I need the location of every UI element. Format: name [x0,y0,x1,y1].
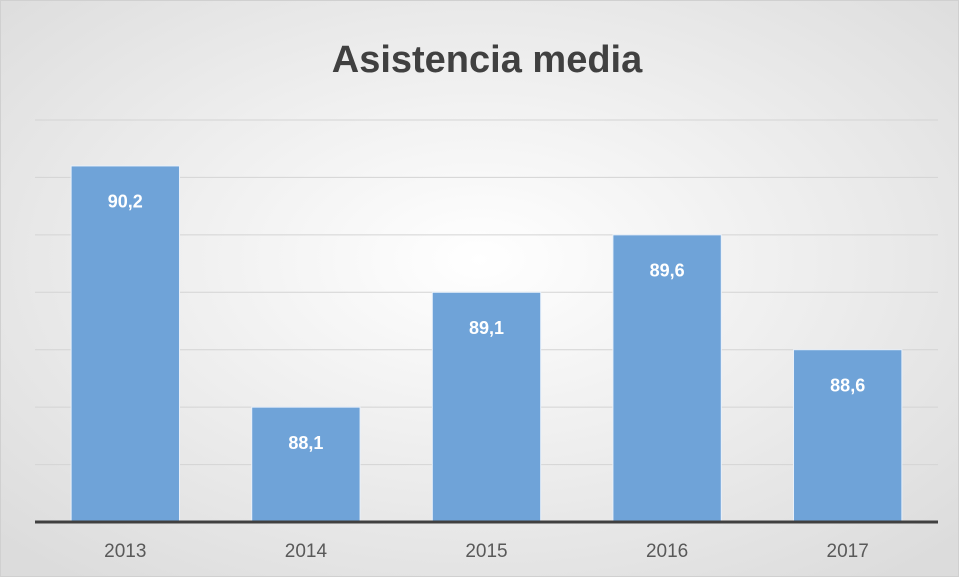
data-label: 90,2 [108,192,143,212]
x-tick-label: 2017 [827,541,869,562]
data-label: 88,6 [830,375,865,395]
bar [251,406,361,523]
bar [431,291,542,523]
data-label: 89,1 [469,318,504,338]
bar [612,234,722,523]
chart-title: Asistencia media [332,39,643,81]
data-label: 89,6 [650,261,685,281]
bar [793,349,903,523]
x-tick-label: 2013 [104,541,146,562]
x-tick-label: 2016 [646,541,688,562]
x-tick-label: 2015 [465,541,507,562]
x-tick-label: 2014 [285,541,328,562]
data-label: 88,1 [288,433,323,453]
bar [70,165,180,523]
